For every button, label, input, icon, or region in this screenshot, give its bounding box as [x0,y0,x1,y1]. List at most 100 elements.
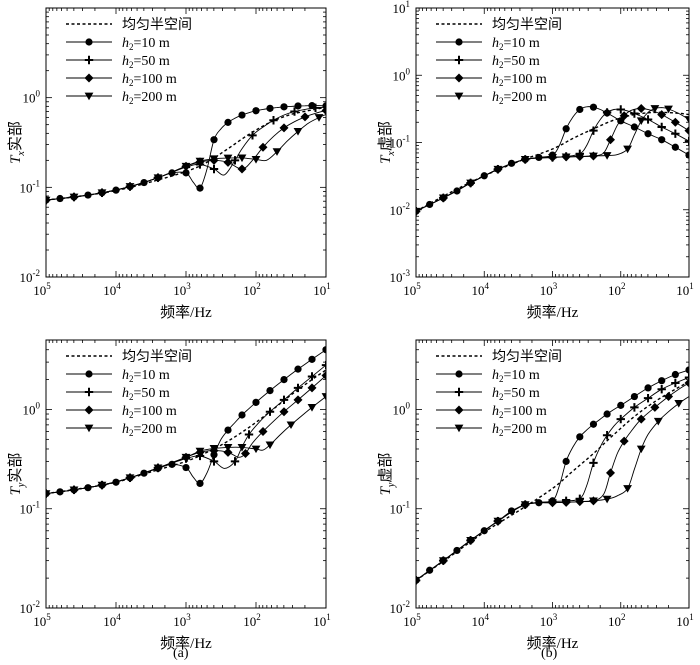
data-point [321,360,326,370]
legend-label: h2=200 m [122,422,177,438]
y-tick-label: 10-2 [20,268,41,285]
x-tick-label: 105 [33,612,51,629]
legend: 均匀半空间 h2=10 m h2=50 m h2=100 m h2=200 m [436,17,562,106]
series-1 [46,346,326,498]
data-point [576,105,584,114]
plot-frame [45,7,327,278]
data-point [223,443,233,452]
legend-label: h2=200 m [122,90,177,106]
data-point [623,485,632,493]
data-point [606,468,616,478]
data-point [223,154,233,163]
series-1 [46,102,326,204]
y-tick-label: 10-1 [390,134,411,151]
data-point [684,116,689,124]
x-tick-label: 103 [540,281,558,298]
series-line-dashed [46,106,326,201]
data-point [520,156,530,164]
legend-label: h2=10 m [122,36,170,52]
data-point [603,410,611,418]
x-tick-label: 101 [313,612,331,629]
y-tick-label: 100 [393,66,411,83]
data-point [644,130,652,138]
legend-marker [454,387,464,397]
data-point [307,383,317,393]
data-point [272,148,282,156]
chart-b_bottom: 105 104 103 102 101 10-2 10-1 100 频率/Hz Ty虚部 均匀半空间… [377,339,694,652]
data-point [657,122,666,132]
data-point [650,402,660,412]
data-point [630,403,639,412]
data-point [280,376,288,384]
data-point [181,162,191,171]
legend-label: h2=200 m [492,90,547,106]
data-point [671,143,679,151]
data-point [589,152,598,161]
data-point [97,189,107,197]
x-tick-label: 102 [608,281,626,298]
data-point [293,383,303,393]
data-point [224,426,232,434]
data-point [674,400,684,408]
x-tick-label: 103 [540,612,558,629]
data-point [657,385,666,394]
data-point [279,123,289,133]
y-tick-label: 101 [393,0,411,16]
data-point [643,393,653,403]
series-line-dashed [416,381,689,581]
x-tick-label: 103 [173,612,191,629]
data-point [671,370,679,379]
data-point [602,108,612,117]
legend-label: h2=50 m [122,54,170,70]
data-point [684,136,689,146]
data-point [630,392,639,401]
chart-a_bottom: 105 104 103 102 101 10-2 10-1 100 频率/Hz Ty实部 均匀半空间… [7,339,331,652]
series-3 [46,370,326,499]
data-point [258,142,268,152]
data-point [293,395,303,405]
panel-label-b: (b) [541,646,558,661]
data-point [493,165,503,174]
legend-label: h2=200 m [492,422,547,438]
data-point [664,105,673,114]
data-point [321,105,326,115]
series-line [46,105,326,201]
data-point [616,414,625,424]
data-point [630,123,639,131]
data-point [266,386,274,395]
series-4 [46,393,326,498]
data-point [182,169,190,177]
data-point [630,109,639,118]
data-point [238,111,246,119]
data-point [251,155,261,164]
data-point [210,136,218,144]
data-point [46,196,51,205]
data-point [658,377,666,385]
legend-marker [454,73,464,83]
data-point [589,103,598,111]
data-point [416,207,421,216]
chart-a_top: 105 104 103 102 101 10-2 10-1 100 频率/Hz Tx实部 均匀半空间… [7,7,331,321]
data-point [589,458,598,468]
data-point [308,355,316,363]
legend-label: h2=100 m [492,404,547,420]
data-point [195,447,205,456]
data-point [252,398,260,406]
data-point [252,107,260,115]
data-point [69,486,79,495]
legend-marker [455,370,463,378]
data-point [562,457,570,465]
data-point [209,155,219,164]
data-point [230,457,240,466]
series-3 [46,105,326,205]
legend-label: 均匀半空间 [492,349,562,365]
y-axis-label: Tx实部 [7,121,27,164]
data-point [265,407,275,416]
data-point [589,126,598,135]
legend-marker [85,370,93,378]
legend-label: h2=50 m [122,386,170,402]
x-tick-label: 101 [676,281,694,298]
x-tick-label: 104 [472,612,490,629]
data-point [311,103,320,113]
